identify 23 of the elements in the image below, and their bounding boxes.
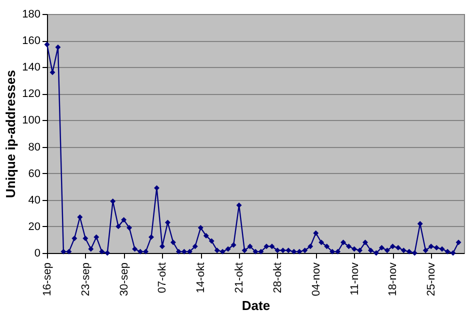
y-tick-label: 140 xyxy=(22,62,40,74)
y-tick-label: 40 xyxy=(28,194,40,206)
y-tick-label: 160 xyxy=(22,35,40,48)
x-tick-label: 07-okt xyxy=(156,262,169,294)
x-tick-label: 23-sep xyxy=(80,262,92,296)
y-tick-label: 80 xyxy=(28,141,40,154)
x-tick-label: 21-okt xyxy=(234,262,246,294)
y-axis-title: Unique ip-addresses xyxy=(3,70,18,198)
y-tick-label: 120 xyxy=(22,88,40,100)
y-tick-label: 20 xyxy=(28,220,40,233)
y-tick-label: 60 xyxy=(28,168,40,180)
x-tick-label: 11-nov xyxy=(348,262,361,296)
x-axis-title: Date xyxy=(242,298,270,314)
y-tick-label: 100 xyxy=(22,114,40,127)
y-tick-label: 180 xyxy=(22,8,40,20)
x-tick-label: 16-sep xyxy=(42,262,54,296)
x-tick-label: 14-okt xyxy=(195,262,208,294)
x-tick-label: 28-okt xyxy=(272,262,284,294)
x-tick-label: 25-nov xyxy=(426,262,438,296)
y-tick-label: 0 xyxy=(34,248,40,260)
x-tick-label: 04-nov xyxy=(310,262,322,296)
x-tick-label: 18-nov xyxy=(387,262,400,296)
x-tick-label: 30-sep xyxy=(118,262,130,296)
